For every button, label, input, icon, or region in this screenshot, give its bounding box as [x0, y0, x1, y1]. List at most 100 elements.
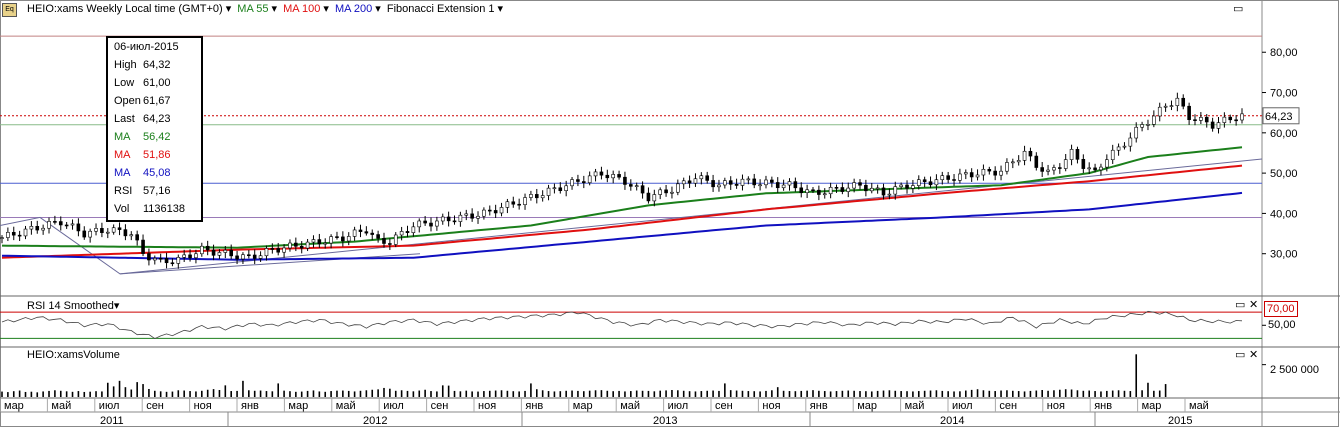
info-date: 06-июл-2015: [114, 41, 179, 53]
candle-body: [681, 180, 686, 185]
candle-body: [1099, 166, 1103, 171]
candle-body: [493, 210, 498, 214]
candle-body: [76, 223, 81, 232]
candle-body: [1034, 155, 1039, 168]
maximize-icon[interactable]: ▭: [1233, 3, 1244, 15]
candle-body: [393, 234, 398, 245]
candle-body: [623, 176, 627, 185]
candle-body: [182, 254, 186, 258]
candle-body: [364, 231, 369, 234]
maximize-icon[interactable]: ▭: [1235, 349, 1246, 361]
year-label: 2013: [653, 415, 677, 427]
ma200-line: [1, 191, 1243, 261]
rsi-mid-label: 50,00: [1268, 319, 1296, 331]
candle-body: [899, 184, 903, 187]
candle-body: [781, 184, 786, 189]
volume-tick-label: 2 500 000: [1270, 364, 1319, 376]
candle-body: [605, 174, 610, 179]
candle-body: [458, 214, 463, 222]
price-tick-label: 60,00: [1270, 128, 1298, 140]
info-value: 51,86: [143, 149, 171, 161]
info-label: RSI: [114, 185, 133, 197]
rsi-panel-title[interactable]: RSI 14 Smoothed▾: [27, 300, 120, 312]
candle-body: [593, 171, 598, 177]
candle-body: [687, 180, 692, 184]
month-label: сен: [431, 400, 449, 412]
month-label: мар: [1142, 400, 1162, 412]
close-icon[interactable]: ✕: [1249, 299, 1259, 311]
candle-body: [305, 241, 310, 249]
candle-body: [664, 189, 668, 194]
legend-ma100[interactable]: MA 100: [283, 3, 321, 15]
candle-body: [940, 175, 945, 181]
chevron-down-icon[interactable]: ▾: [323, 3, 329, 15]
candle-body: [587, 175, 592, 183]
year-label: 2015: [1168, 415, 1192, 427]
chevron-down-icon[interactable]: ▾: [271, 3, 278, 15]
data-window: 06-июл-2015 High 64,32 Low 61,00 Open 61,67 La…: [106, 36, 203, 222]
candle-body: [100, 228, 104, 233]
candle-body: [1028, 150, 1033, 157]
candle-body: [981, 168, 986, 176]
candle-body: [793, 181, 798, 189]
candle-body: [552, 187, 557, 190]
year-label: 2011: [100, 415, 124, 427]
candle-body: [764, 179, 768, 186]
chevron-down-icon[interactable]: ▾: [497, 3, 504, 15]
chart-title[interactable]: HEIO:xams Weekly Local time (GMT+0): [27, 3, 223, 15]
candle-body: [717, 184, 721, 188]
month-label: июл: [99, 400, 120, 412]
candle-body: [35, 225, 40, 231]
candle-body: [241, 254, 245, 260]
info-value: 56,42: [143, 131, 171, 143]
candle-body: [1016, 160, 1021, 163]
candle-body: [1122, 145, 1127, 148]
info-label: MA: [114, 131, 131, 143]
info-row: Low 61,00: [114, 74, 171, 92]
info-label: Open: [114, 95, 141, 107]
info-value: 61,67: [143, 95, 171, 107]
candle-body: [999, 170, 1003, 176]
candle-body: [1081, 159, 1086, 169]
candle-body: [799, 187, 804, 194]
month-label: мар: [288, 400, 308, 412]
candle-body: [6, 232, 10, 238]
legend-ma55[interactable]: MA 55: [237, 3, 269, 15]
candle-body: [170, 262, 175, 265]
candle-body: [376, 234, 380, 239]
candle-body: [928, 181, 933, 186]
month-label: июл: [952, 400, 973, 412]
chevron-down-icon[interactable]: ▾: [225, 3, 232, 15]
candle-body: [558, 187, 563, 191]
legend-fibonacci[interactable]: Fibonacci Extension 1: [386, 3, 495, 15]
candle-body: [247, 254, 251, 257]
chevron-down-icon[interactable]: ▾: [375, 3, 381, 15]
candle-body: [975, 174, 980, 178]
month-label: янв: [241, 400, 259, 412]
info-label: MA: [114, 167, 131, 179]
candle-body: [1140, 124, 1144, 128]
maximize-icon[interactable]: ▭: [1235, 299, 1246, 311]
symbol-type-icon[interactable]: Eq: [2, 3, 17, 17]
candle-body: [1116, 146, 1121, 151]
candle-body: [1087, 167, 1092, 170]
candle-body: [828, 187, 833, 195]
candle-body: [1175, 97, 1180, 106]
legend-ma200[interactable]: MA 200: [334, 3, 373, 15]
candle-body: [875, 187, 880, 190]
candle-body: [499, 207, 504, 214]
close-icon[interactable]: ✕: [1249, 349, 1259, 361]
candle-body: [640, 185, 645, 194]
info-label: Vol: [114, 203, 130, 215]
info-row: Open 61,67: [114, 92, 171, 110]
volume-panel-title[interactable]: HEIO:xamsVolume: [27, 349, 120, 361]
candle-body: [1069, 149, 1074, 160]
month-label: мар: [573, 400, 593, 412]
month-label: ноя: [194, 400, 212, 412]
candle-body: [329, 236, 333, 244]
candle-body: [1134, 126, 1139, 139]
candle-body: [1058, 167, 1062, 169]
candle-body: [987, 168, 992, 172]
candle-body: [576, 179, 580, 182]
candle-body: [440, 216, 445, 222]
